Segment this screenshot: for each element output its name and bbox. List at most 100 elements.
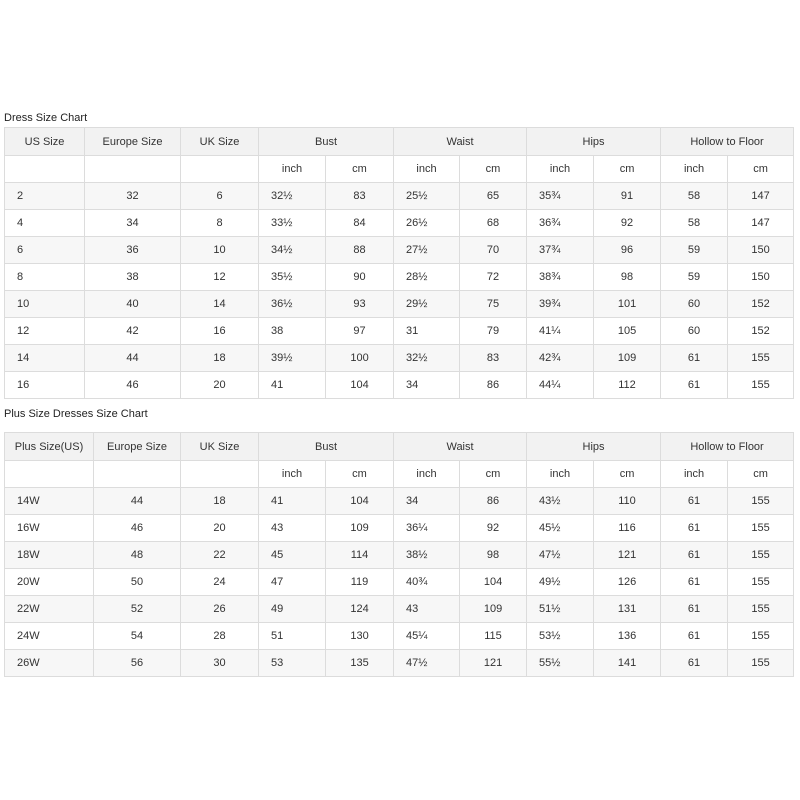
table-cell: 22 <box>180 541 259 569</box>
unit-header: inch <box>660 155 729 183</box>
table-cell: 58 <box>660 182 729 210</box>
table-cell: 12 <box>180 263 259 291</box>
unit-header: inch <box>258 155 326 183</box>
table-cell: 46 <box>84 371 181 399</box>
table-cell: 121 <box>593 541 662 569</box>
table-cell: 141 <box>593 649 662 677</box>
empty-cell <box>4 155 85 183</box>
table-cell: 114 <box>324 541 395 569</box>
table-cell: 10 <box>4 290 85 318</box>
table-body: 14W 44 18 41 104 34 86 43½ 110 61 155 16W 46 20 43 109 3… <box>4 487 795 677</box>
column-header: Hollow to Floor <box>660 127 795 156</box>
unit-header: cm <box>727 460 795 488</box>
unit-header: cm <box>593 155 662 183</box>
table-cell: 10 <box>180 236 259 264</box>
table-cell: 72 <box>459 263 528 291</box>
table-cell: 38½ <box>393 541 461 569</box>
table-cell: 105 <box>593 317 662 345</box>
table-header: Plus Size(US) Europe Size UK Size Bust Waist… <box>4 432 795 488</box>
table-cell: 60 <box>660 317 729 345</box>
table-cell: 36½ <box>258 290 326 318</box>
table-cell: 33½ <box>258 209 326 237</box>
table-cell: 41 <box>258 487 326 515</box>
table-cell: 121 <box>459 649 528 677</box>
table-cell: 28½ <box>393 263 461 291</box>
table-cell: 34 <box>393 371 461 399</box>
column-header: Hips <box>526 127 662 156</box>
table-cell: 36¾ <box>526 209 595 237</box>
table-cell: 38 <box>258 317 326 345</box>
dress-size-table: US Size Europe Size UK Size Bust Waist Hips Ho… <box>4 127 795 399</box>
table-header: US Size Europe Size UK Size Bust Waist Hips Ho… <box>4 127 795 183</box>
unit-header: cm <box>727 155 795 183</box>
table-cell: 32½ <box>393 344 461 372</box>
table-cell: 42¾ <box>526 344 595 372</box>
table-cell: 36 <box>84 236 181 264</box>
table-cell: 47½ <box>393 649 461 677</box>
table-row: 16W 46 20 43 109 36¼ 92 45½ 116 61 155 <box>4 514 795 542</box>
table-cell: 109 <box>324 514 395 542</box>
unit-header: cm <box>459 155 528 183</box>
table-cell: 29½ <box>393 290 461 318</box>
table-cell: 131 <box>593 595 662 623</box>
table-cell: 40¾ <box>393 568 461 596</box>
unit-header: cm <box>324 155 395 183</box>
table-cell: 8 <box>180 209 259 237</box>
unit-header: inch <box>393 460 461 488</box>
table-cell: 20W <box>4 568 94 596</box>
column-header: Bust <box>257 127 395 156</box>
column-header: UK Size <box>180 127 259 156</box>
unit-header: cm <box>324 460 395 488</box>
table-cell: 47½ <box>526 541 595 569</box>
table-cell: 119 <box>324 568 395 596</box>
table-cell: 59 <box>660 236 729 264</box>
table-cell: 79 <box>459 317 528 345</box>
table-cell: 26W <box>4 649 94 677</box>
table-cell: 155 <box>727 371 795 399</box>
header-row: US Size Europe Size UK Size Bust Waist Hips Ho… <box>4 127 795 156</box>
table-row: 2 32 6 32½ 83 25½ 65 35¾ 91 58 147 <box>4 182 795 210</box>
table-cell: 116 <box>593 514 662 542</box>
table-cell: 52 <box>93 595 181 623</box>
unit-row: inch cm inch cm inch cm inch cm <box>4 155 795 183</box>
table-cell: 61 <box>660 541 729 569</box>
table-row: 22W 52 26 49 124 43 109 51½ 131 61 155 <box>4 595 795 623</box>
table-cell: 115 <box>459 622 528 650</box>
column-header: Europe Size <box>84 127 181 156</box>
table-cell: 56 <box>93 649 181 677</box>
table-cell: 150 <box>727 236 795 264</box>
table-cell: 135 <box>324 649 395 677</box>
table-row: 26W 56 30 53 135 47½ 121 55½ 141 61 155 <box>4 649 795 677</box>
table-cell: 104 <box>459 568 528 596</box>
table-cell: 18 <box>180 344 259 372</box>
table-cell: 147 <box>727 182 795 210</box>
table-cell: 92 <box>459 514 528 542</box>
table-cell: 43½ <box>526 487 595 515</box>
table-cell: 98 <box>459 541 528 569</box>
table-cell: 83 <box>459 344 528 372</box>
table-row: 18W 48 22 45 114 38½ 98 47½ 121 61 155 <box>4 541 795 569</box>
column-header: Waist <box>393 432 528 461</box>
table-cell: 36¼ <box>393 514 461 542</box>
table-cell: 147 <box>727 209 795 237</box>
unit-header: inch <box>526 460 595 488</box>
table-cell: 83 <box>324 182 395 210</box>
table-cell: 155 <box>727 514 795 542</box>
table-cell: 61 <box>660 344 729 372</box>
table-row: 20W 50 24 47 119 40¾ 104 49½ 126 61 155 <box>4 568 795 596</box>
table-cell: 155 <box>727 541 795 569</box>
plus-size-chart-title: Plus Size Dresses Size Chart <box>4 408 148 420</box>
table-cell: 68 <box>459 209 528 237</box>
table-cell: 136 <box>593 622 662 650</box>
table-cell: 90 <box>324 263 395 291</box>
table-cell: 24W <box>4 622 94 650</box>
table-cell: 65 <box>459 182 528 210</box>
table-cell: 97 <box>324 317 395 345</box>
table-cell: 55½ <box>526 649 595 677</box>
table-cell: 24 <box>180 568 259 596</box>
table-cell: 155 <box>727 487 795 515</box>
table-cell: 96 <box>593 236 662 264</box>
table-row: 4 34 8 33½ 84 26½ 68 36¾ 92 58 147 <box>4 209 795 237</box>
table-cell: 44 <box>84 344 181 372</box>
table-cell: 53½ <box>526 622 595 650</box>
